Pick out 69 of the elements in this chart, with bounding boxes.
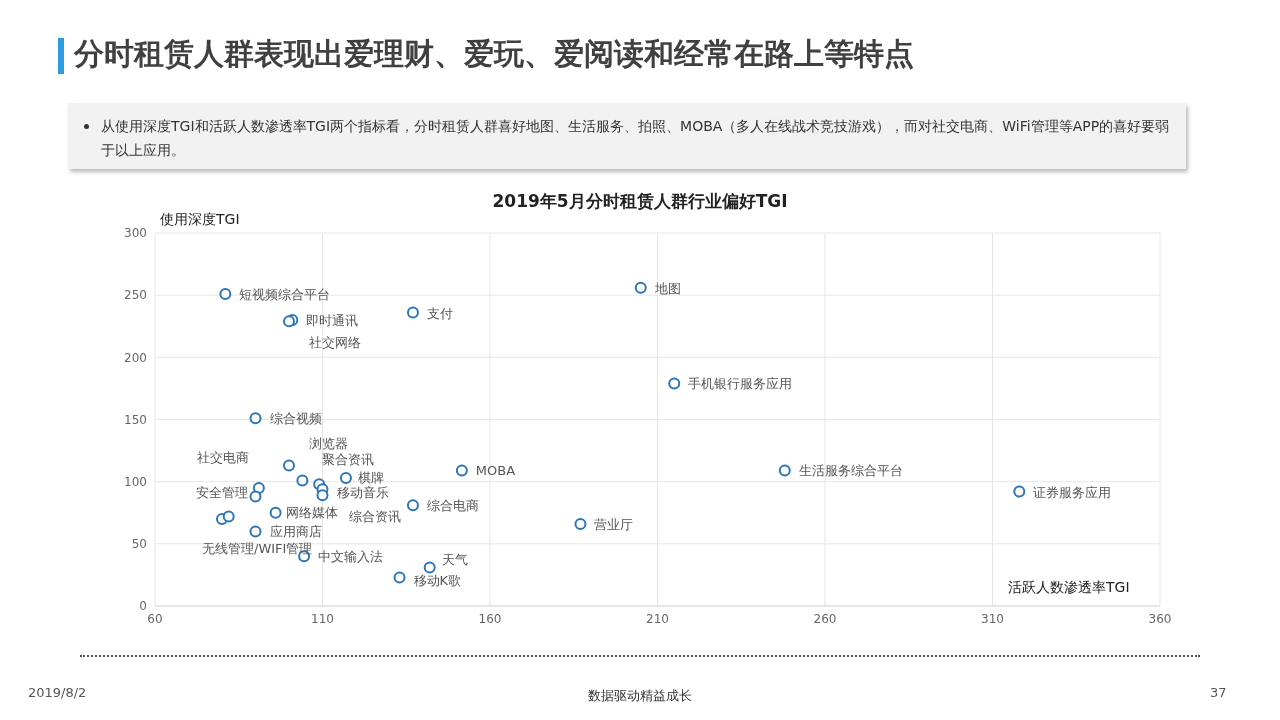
- point: [634, 281, 647, 294]
- annotation: 生活服务综合平台: [798, 463, 903, 479]
- annotation: 安全管理: [195, 484, 248, 500]
- annotation: 社交电商: [196, 449, 249, 465]
- point: [249, 412, 262, 425]
- point: [222, 510, 235, 523]
- annotation: 无线管理/WIFI管理: [202, 540, 313, 556]
- y-axis-title: 使用深度TGI: [160, 211, 240, 229]
- x-tick-label: 60: [147, 611, 163, 626]
- annotation: 综合资讯: [348, 509, 401, 525]
- point: [283, 315, 295, 328]
- point: [269, 506, 282, 519]
- annotation: 社交网络: [309, 335, 361, 351]
- x-tick-label: 160: [478, 611, 502, 626]
- point: [249, 490, 262, 503]
- point: [455, 464, 468, 477]
- annotation: 移动音乐: [336, 485, 389, 501]
- text: 37: [1210, 685, 1227, 700]
- point: [574, 517, 587, 530]
- annotation: 网络媒体: [285, 504, 338, 520]
- y-tick-label: 250: [124, 288, 147, 303]
- point: [1013, 485, 1026, 498]
- point: [406, 499, 419, 512]
- x-tick-label: 110: [311, 611, 334, 626]
- point: [778, 464, 791, 477]
- y-tick-label: 100: [124, 474, 147, 489]
- annotation: 浏览器: [309, 435, 348, 451]
- annotation: 手机银行服务应用: [688, 376, 793, 392]
- y-tick-label: 150: [124, 412, 147, 427]
- annotation: 移动K歌: [413, 573, 462, 589]
- annotation: MOBA: [475, 463, 516, 479]
- point: [296, 474, 309, 487]
- annotation: 营业厅: [594, 516, 634, 532]
- point: [283, 459, 295, 472]
- point: [668, 377, 681, 390]
- annotation: 证券服务应用: [1033, 484, 1112, 500]
- y-tick-label: 0: [139, 599, 147, 614]
- point: [423, 561, 436, 574]
- x-tick-label: 210: [646, 611, 669, 626]
- annotation: 地图: [653, 280, 681, 296]
- annotation: 应用商店: [269, 524, 322, 540]
- text: 从使用深度TGI和活跃人数渗透率TGI两个指标看，分时租赁人群喜好地图、生活服务、拍照、MOBA（多人在线战术竞技游戏），而对社交电商、WiFi管理等APP的喜好要弱于以上应用。: [101, 117, 1171, 160]
- annotation: 中文输入法: [318, 549, 384, 565]
- y-tick-label: 200: [124, 350, 147, 365]
- annotation: 综合电商: [426, 498, 479, 514]
- point: [252, 481, 265, 494]
- annotation: 支付: [426, 305, 453, 321]
- x-tick-label: 310: [981, 611, 1004, 626]
- point: [339, 471, 352, 484]
- y-tick-label: 50: [131, 537, 147, 552]
- y-tick-label: 300: [124, 226, 147, 241]
- x-tick-label: 360: [1148, 611, 1172, 626]
- text: 2019/8/2: [28, 685, 87, 700]
- annotation: 即时通讯: [306, 313, 359, 329]
- point: [406, 306, 419, 319]
- annotation: 综合视频: [269, 411, 322, 427]
- x-tick-label: 260: [813, 611, 837, 626]
- annotation: 短视频综合平台: [239, 286, 331, 302]
- point: [249, 525, 262, 538]
- annotation: 棋牌: [357, 469, 384, 485]
- point: [393, 571, 406, 584]
- x-axis-title: 活跃人数渗透率TGI: [1008, 579, 1130, 597]
- point: [316, 489, 329, 502]
- annotation: 天气: [441, 552, 468, 568]
- point: [219, 287, 232, 300]
- text: 数据驱动精益成长: [588, 688, 692, 703]
- annotation: 聚合资讯: [322, 452, 375, 468]
- chart-title: 分时租赁人群表现出爱理财、爱玩、爱阅读和经常在路上等特点: [74, 35, 914, 73]
- chart-subtitle: 2019年5月分时租赁人群行业偏好TGI: [492, 191, 788, 211]
